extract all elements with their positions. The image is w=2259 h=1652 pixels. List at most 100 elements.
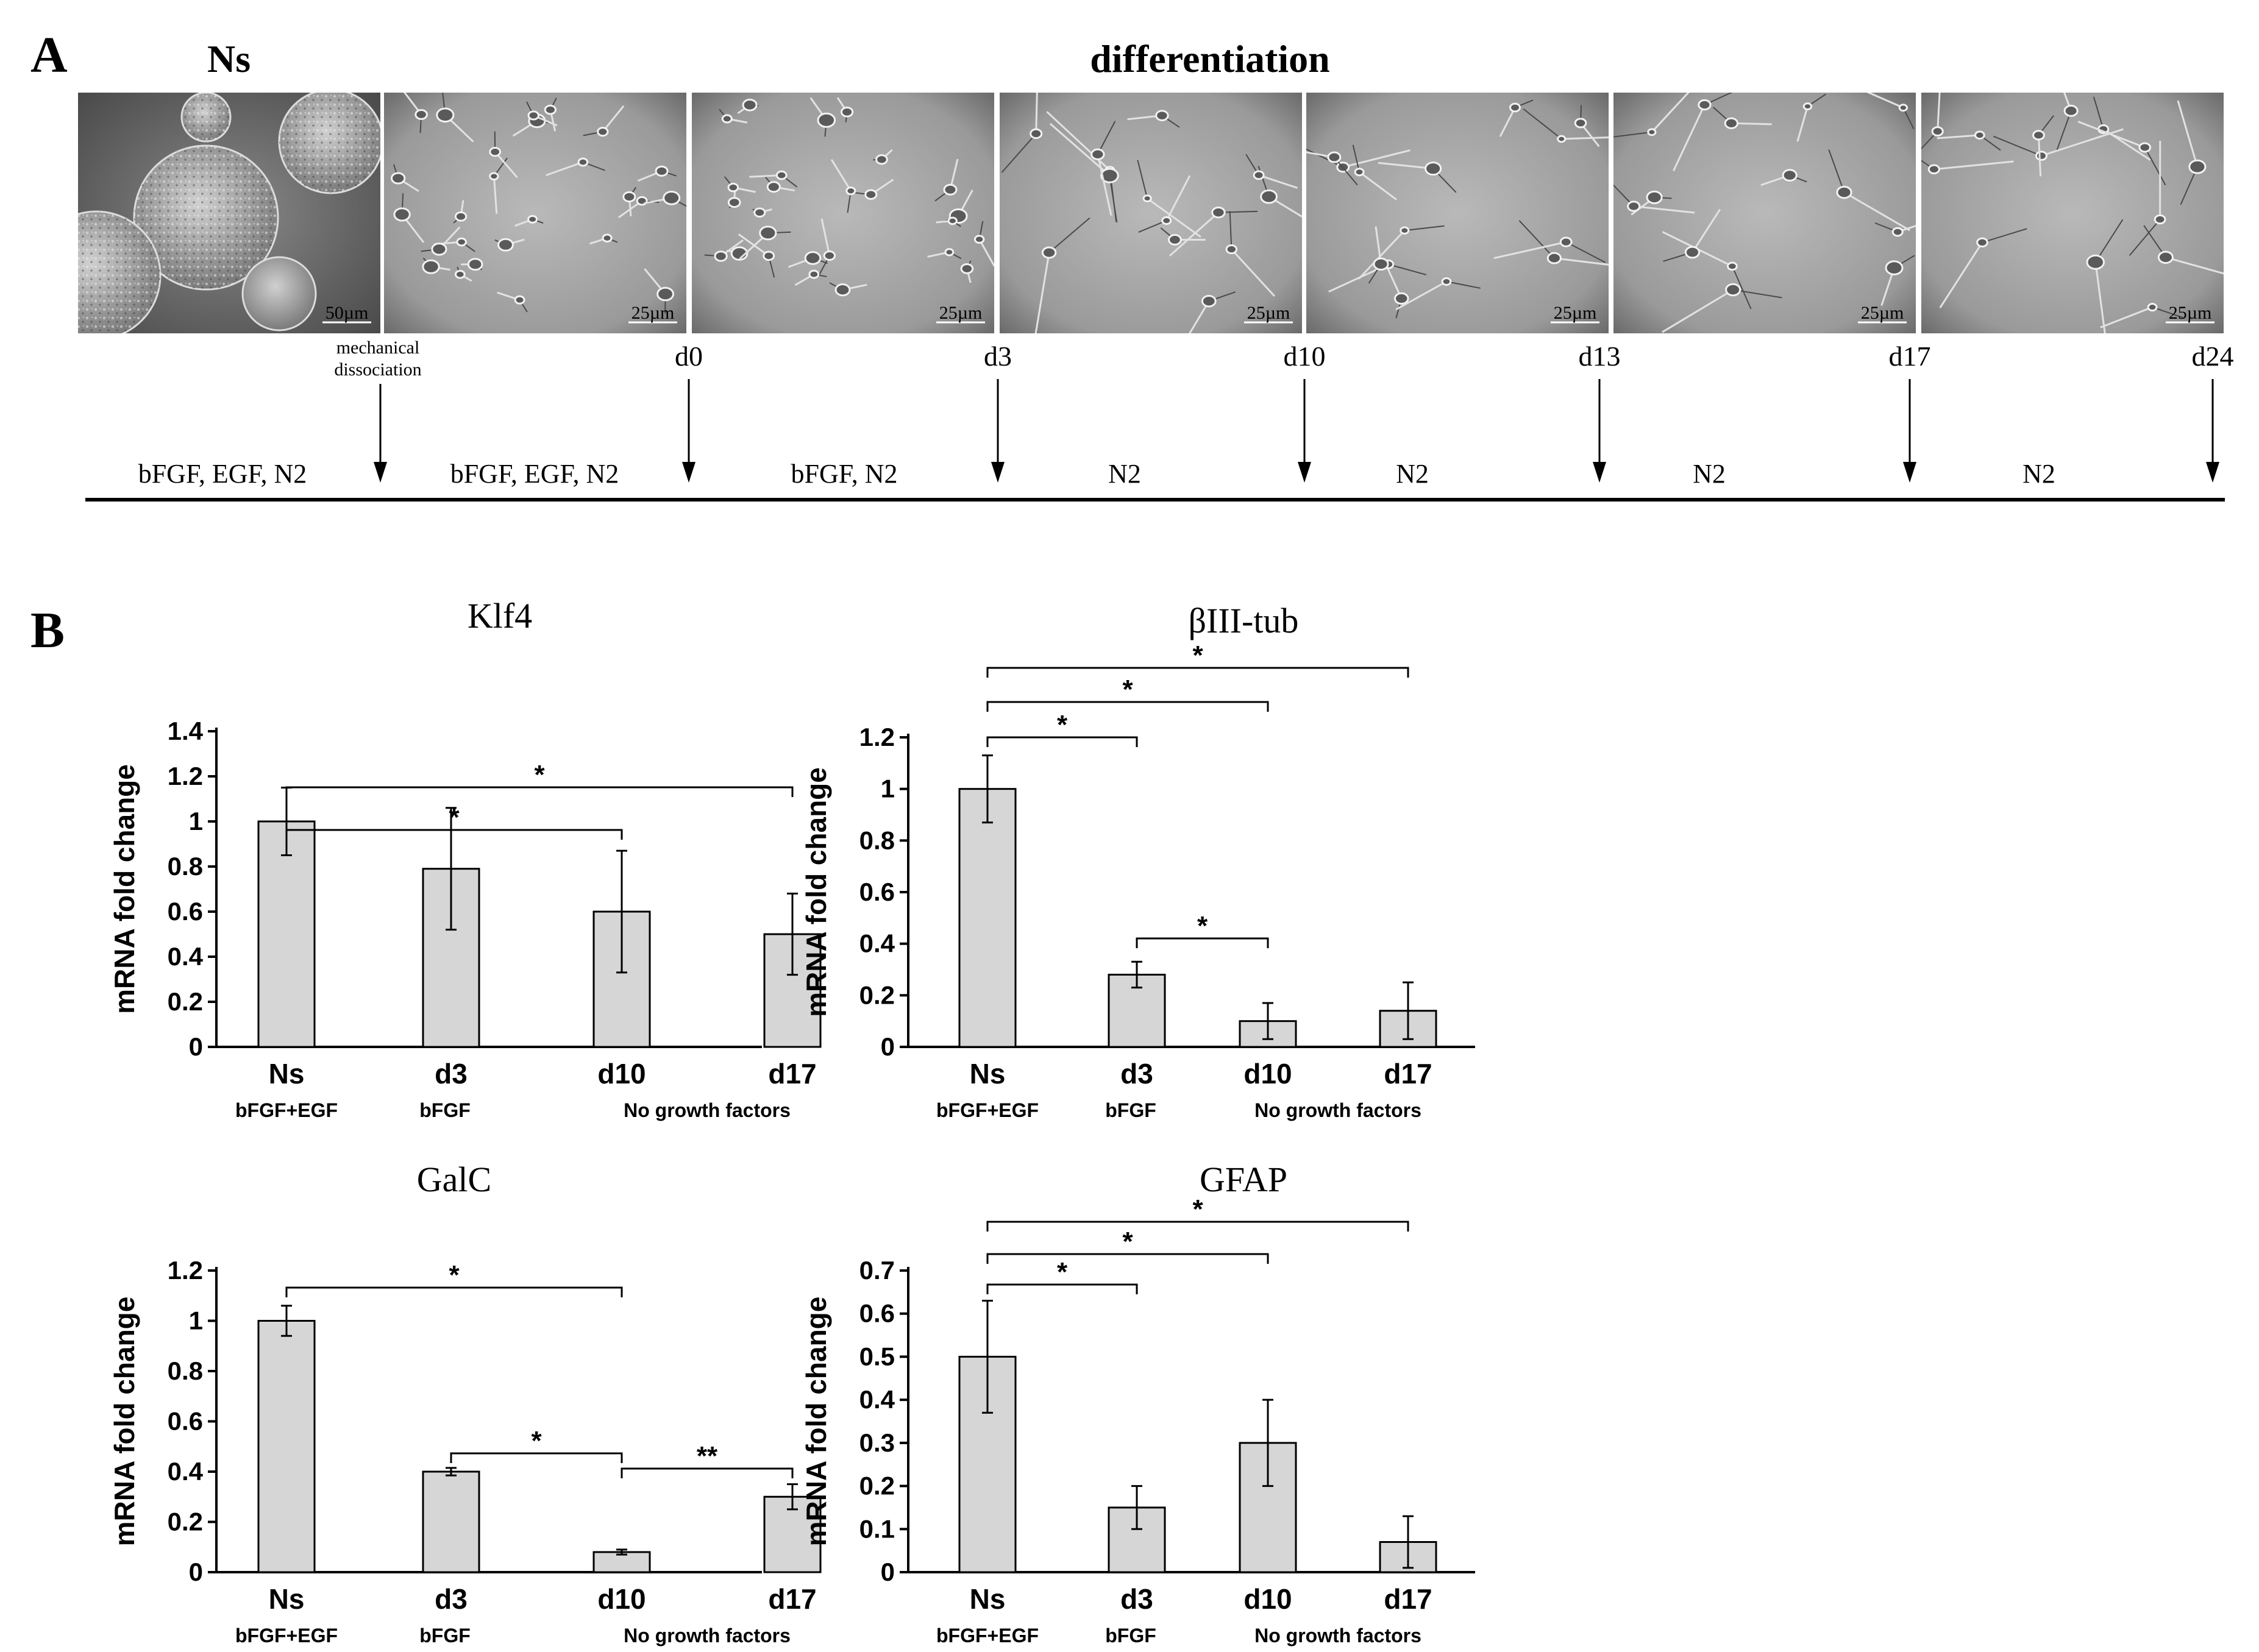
cell-process <box>2094 262 2106 333</box>
cell-body <box>2147 303 2158 312</box>
cell-process <box>1404 225 1445 232</box>
cell-body <box>489 172 499 181</box>
condition-label: No growth factors <box>624 1625 791 1647</box>
day-label-d0: d0 <box>675 341 703 372</box>
timeline-arrowhead <box>1298 462 1311 483</box>
category-label: d10 <box>597 1583 646 1615</box>
cell-body <box>875 154 888 165</box>
chart-4: GFAP mRNA fold change 0 0.1 0.2 0.3 0.4 0.5 0.6 0… <box>800 1160 1475 1647</box>
cell-body <box>655 165 669 177</box>
medium-label: N2 <box>1108 459 1141 489</box>
cell-process <box>1499 107 1516 137</box>
cell-process <box>493 176 498 214</box>
category-label: d10 <box>597 1058 646 1090</box>
medium-label: N2 <box>1396 459 1429 489</box>
neurosphere-texture <box>78 211 160 333</box>
cell-body <box>1100 168 1119 183</box>
cell-body <box>840 106 854 118</box>
condition-label: bFGF <box>419 1625 471 1647</box>
cell-process <box>1035 93 1038 134</box>
condition-label: bFGF+EGF <box>936 1625 1039 1647</box>
category-label: Ns <box>970 1583 1006 1615</box>
cell-process <box>1137 160 1148 199</box>
scale-bar-label: 25µm <box>1554 303 1597 323</box>
cell-process <box>1378 161 1434 170</box>
cell-body <box>622 191 636 203</box>
condition-label: bFGF+EGF <box>235 1099 338 1121</box>
significance-marker: * <box>534 760 545 790</box>
cell-body <box>714 250 728 262</box>
neurosphere-texture <box>279 93 380 193</box>
significance-marker: * <box>1192 1194 1203 1224</box>
cell-process <box>1388 263 1427 275</box>
day-label-d24: d24 <box>2192 341 2234 372</box>
significance-marker: * <box>449 803 460 832</box>
y-tick-label: 0.8 <box>168 1356 203 1385</box>
cell-process <box>1982 228 2027 243</box>
cell-process <box>1662 289 1734 333</box>
bar-Ns <box>257 1320 316 1573</box>
condition-label: No growth factors <box>624 1099 791 1121</box>
cell-body <box>1627 200 1641 212</box>
significance-bracket <box>285 829 623 840</box>
scale-bar-label: 25µm <box>631 303 675 323</box>
cell-body <box>422 259 440 274</box>
cell-process <box>1692 208 1721 253</box>
cell-process <box>1147 197 1201 238</box>
cell-process <box>1048 217 1090 253</box>
cell-body <box>1400 226 1410 235</box>
cell-body <box>1393 292 1409 305</box>
cell-body <box>1041 246 1057 259</box>
cell-body <box>1684 246 1701 259</box>
cell-body <box>1441 277 1452 286</box>
category-label: d17 <box>768 1583 816 1615</box>
cell-process <box>1306 151 1335 158</box>
cell-body <box>742 99 758 112</box>
cell-process <box>1561 136 1609 140</box>
cell-process <box>602 105 625 133</box>
medium-label: N2 <box>1693 459 1726 489</box>
cell-process <box>1613 184 1634 207</box>
chart-3: GalC mRNA fold change 0 0.2 0.4 0.6 0.8 1 1.2 Ns d… <box>109 1160 822 1647</box>
y-tick-label: 0.2 <box>168 1508 203 1536</box>
cell-body <box>1976 237 1988 247</box>
micrograph-background <box>1921 93 2224 333</box>
y-tick-label: 0.6 <box>859 1299 895 1328</box>
cell-body <box>663 190 681 205</box>
scale-bar-label: 25µm <box>1861 303 1904 323</box>
cell-process <box>1704 93 1733 105</box>
micrograph-7: 25µm <box>1921 93 2224 333</box>
cell-process <box>978 238 994 267</box>
panel-a-label: A <box>30 27 68 83</box>
cell-process <box>1796 106 1809 142</box>
cell-process <box>2063 93 2072 112</box>
cell-body <box>597 127 609 137</box>
cell-body <box>1090 148 1105 160</box>
cell-body <box>727 182 739 193</box>
bar-d3 <box>422 1470 480 1573</box>
cell-process <box>2144 147 2166 186</box>
significance-marker: * <box>531 1426 542 1456</box>
condition-label: bFGF <box>419 1099 471 1121</box>
cell-body <box>817 112 836 128</box>
condition-label: bFGF+EGF <box>235 1625 338 1647</box>
significance-bracket <box>285 786 794 797</box>
y-tick-label: 1 <box>189 1306 203 1335</box>
cell-process <box>2077 121 2146 149</box>
category-label: d3 <box>1120 1583 1153 1615</box>
significance-bracket <box>1136 937 1269 948</box>
cell-body <box>1836 185 1852 199</box>
significance-bracket <box>986 736 1138 747</box>
y-tick-label: 0.8 <box>168 852 203 881</box>
medium-label: bFGF, EGF, N2 <box>450 459 619 489</box>
cell-body <box>1260 189 1278 204</box>
timeline-arrowhead <box>1593 462 1606 483</box>
scale-bar-label: 25µm <box>939 303 983 323</box>
cell-body <box>467 258 483 271</box>
cell-body <box>391 172 406 185</box>
cell-process <box>1359 171 1397 200</box>
cell-process <box>2037 135 2042 177</box>
scale-bar-label: 25µm <box>1247 303 1290 323</box>
cell-body <box>834 283 851 297</box>
timeline-arrowhead <box>374 462 387 483</box>
